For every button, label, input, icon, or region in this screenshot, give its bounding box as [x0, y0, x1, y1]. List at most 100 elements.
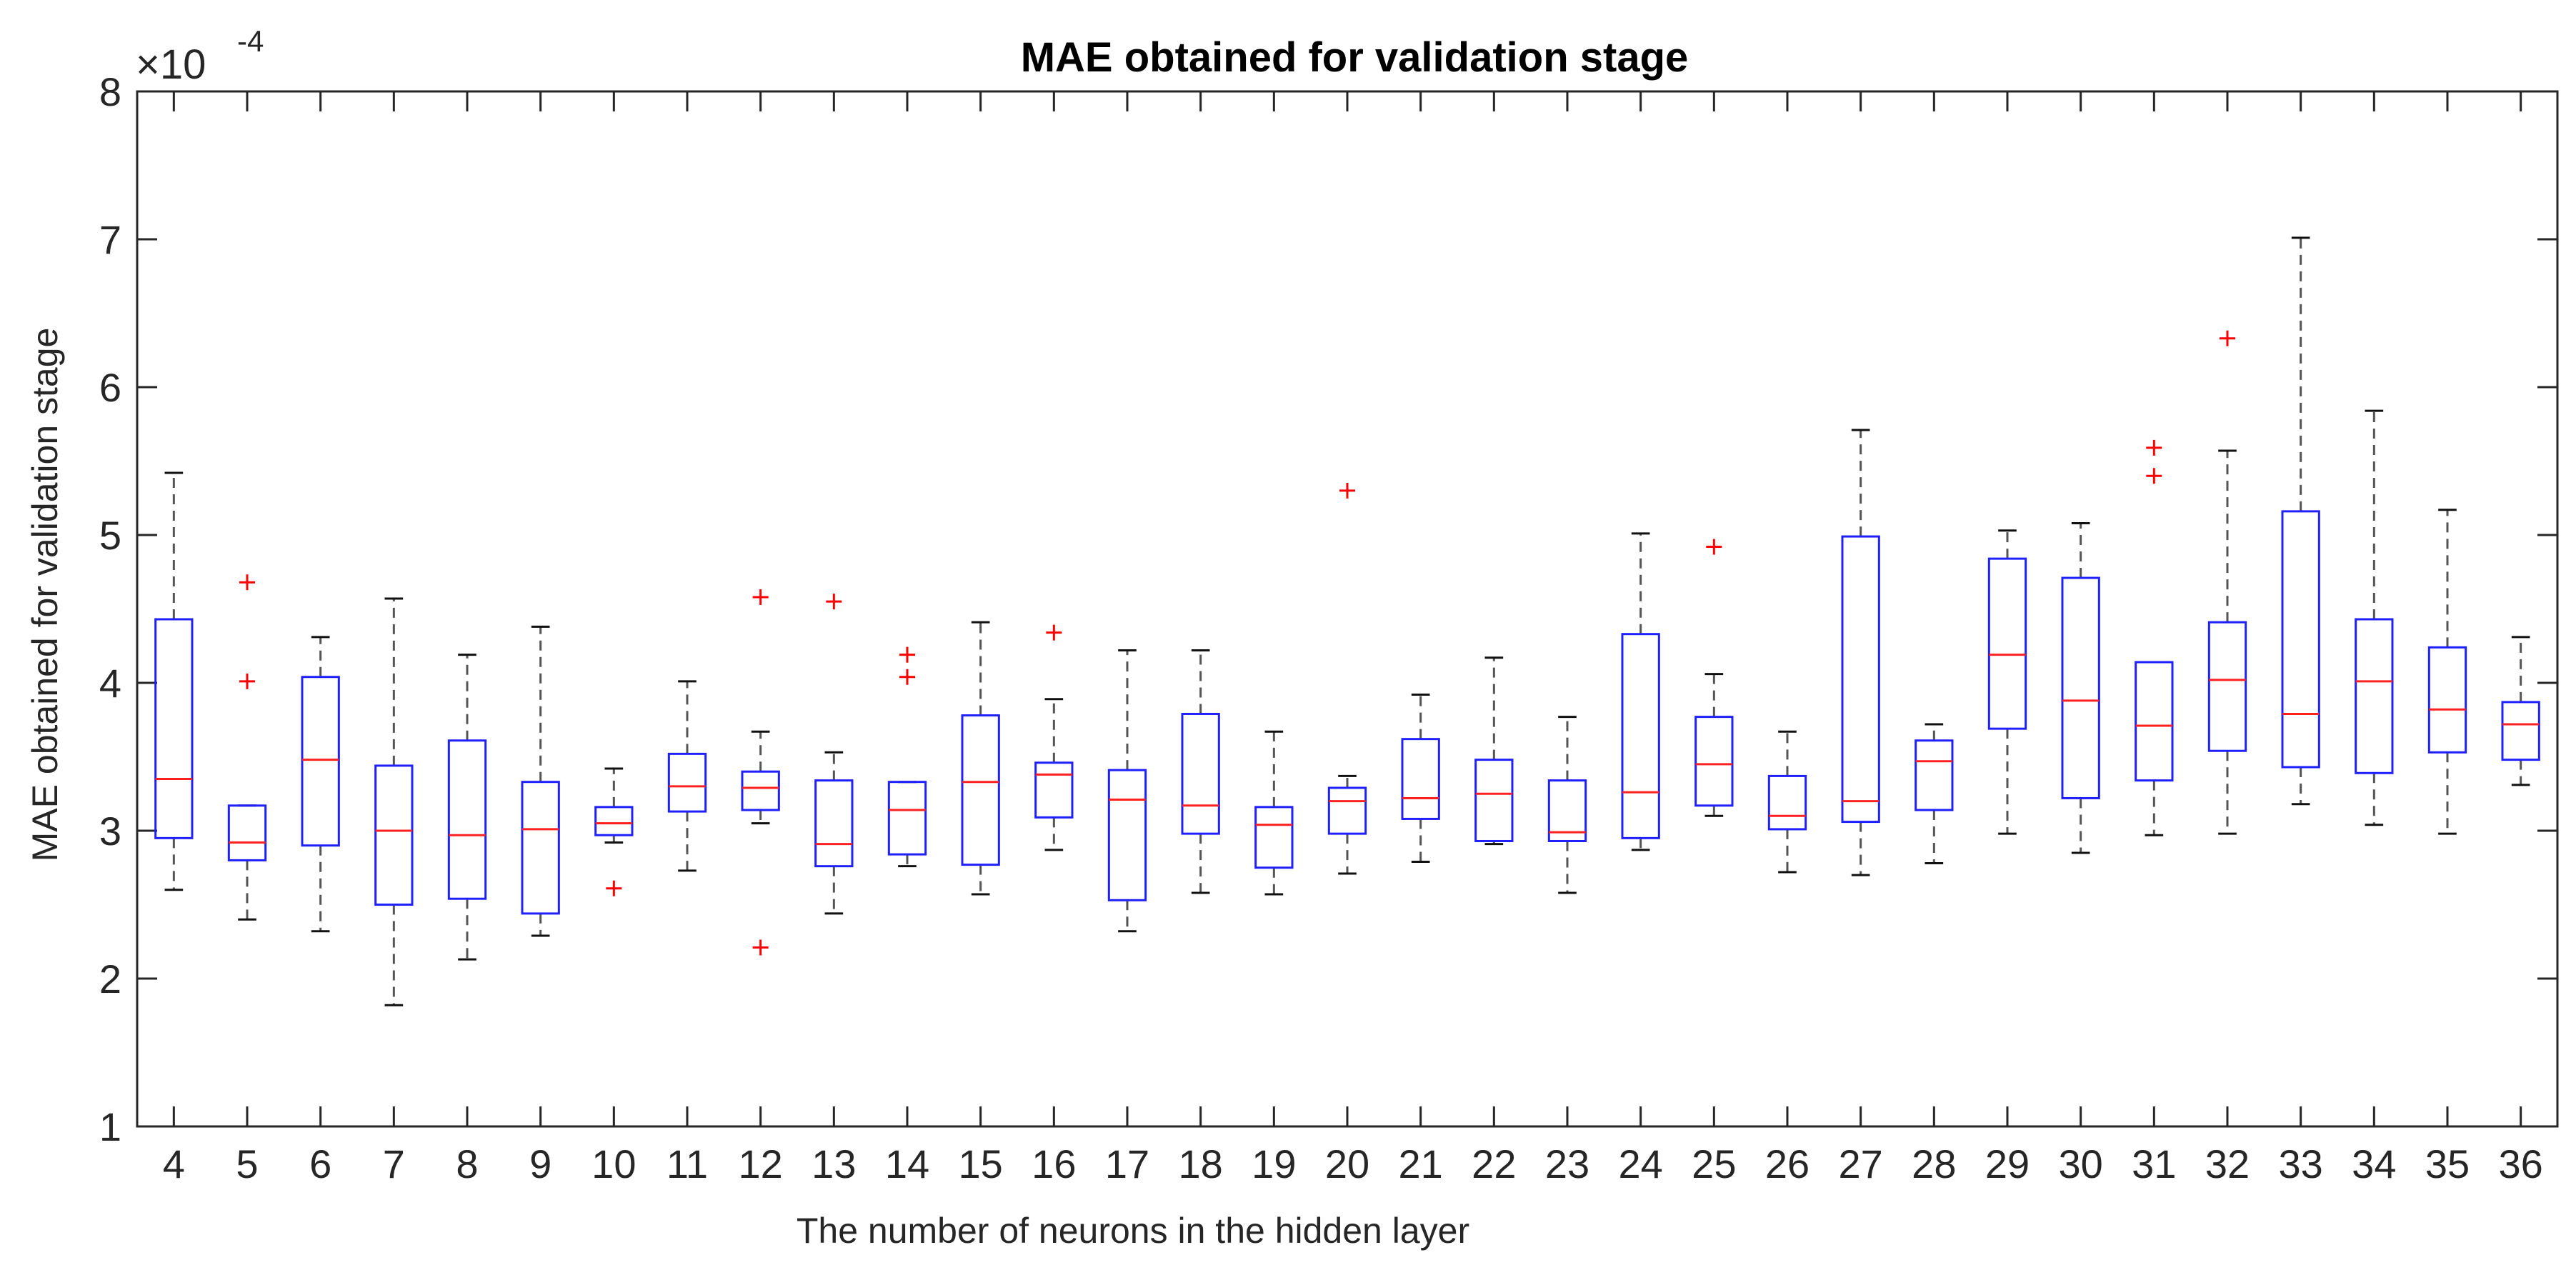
x-tick-label: 24 — [1619, 1141, 1663, 1186]
x-tick-label: 25 — [1692, 1141, 1736, 1186]
iqr-box — [814, 779, 854, 868]
outlier-point — [899, 646, 915, 663]
x-tick-label: 28 — [1912, 1141, 1956, 1186]
box-9 — [521, 625, 560, 937]
iqr-box — [887, 781, 927, 856]
box-21 — [1401, 694, 1440, 863]
x-tick-label: 5 — [236, 1141, 258, 1186]
x-tick-label: 20 — [1325, 1141, 1369, 1186]
box-26 — [1767, 730, 1807, 874]
iqr-box — [594, 806, 634, 836]
box-15 — [961, 621, 1000, 896]
box-8 — [447, 654, 487, 961]
x-tick-label: 31 — [2132, 1141, 2176, 1186]
y-tick-label: 8 — [99, 69, 121, 114]
iqr-box — [1107, 769, 1147, 901]
box-6 — [301, 636, 340, 933]
iqr-box — [1034, 761, 1074, 819]
x-axis-label: The number of neurons in the hidden laye… — [797, 1211, 1469, 1251]
iqr-box — [1914, 739, 1954, 811]
iqr-box — [2281, 510, 2320, 769]
x-tick-label: 6 — [309, 1141, 331, 1186]
iqr-box — [2355, 618, 2394, 774]
box-28 — [1914, 723, 1954, 865]
box-11 — [667, 680, 707, 872]
box-29 — [1987, 529, 2027, 835]
x-tick-label: 35 — [2425, 1141, 2470, 1186]
x-tick-label: 10 — [591, 1141, 636, 1186]
plot-area — [136, 90, 2559, 1128]
box-17 — [1107, 649, 1147, 933]
chart-title: MAE obtained for validation stage — [1021, 34, 1689, 81]
outlier-point — [239, 574, 255, 591]
x-tick-label: 32 — [2205, 1141, 2250, 1186]
box-12 — [741, 589, 780, 956]
y-tick-label: 2 — [99, 956, 121, 1001]
box-33 — [2281, 236, 2320, 806]
iqr-box — [2501, 701, 2540, 761]
y-axis-exponent-base: ×10 — [136, 41, 206, 88]
y-tick-label: 1 — [99, 1104, 121, 1149]
x-tick-label: 15 — [959, 1141, 1003, 1186]
y-axis-label: MAE obtained for validation stage — [25, 328, 65, 862]
iqr-box — [227, 804, 267, 861]
x-tick-label: 11 — [667, 1141, 708, 1186]
x-tick-label: 18 — [1179, 1141, 1223, 1186]
y-axis: 1 2 3 4 5 6 7 8 — [99, 69, 2557, 1149]
y-tick-label: 4 — [99, 661, 121, 706]
iqr-box — [1621, 633, 1660, 839]
box-22 — [1474, 656, 1514, 846]
y-tick-label: 7 — [99, 217, 121, 262]
box-19 — [1254, 730, 1294, 896]
outlier-point — [2146, 439, 2162, 456]
box-36 — [2501, 636, 2540, 786]
x-tick-label: 8 — [456, 1141, 478, 1186]
x-tick-label: 29 — [1985, 1141, 2030, 1186]
box-30 — [2061, 521, 2100, 854]
x-tick-label: 13 — [812, 1141, 856, 1186]
box-4 — [154, 471, 194, 891]
iqr-box — [1841, 535, 1880, 824]
box-34 — [2355, 409, 2394, 826]
x-tick-label: 14 — [885, 1141, 929, 1186]
x-tick-label: 17 — [1105, 1141, 1149, 1186]
iqr-box — [521, 781, 560, 915]
x-tick-label: 34 — [2352, 1141, 2396, 1186]
outlier-point — [752, 939, 769, 956]
outlier-point — [2146, 468, 2162, 484]
y-tick-label: 6 — [99, 365, 121, 410]
x-tick-label: 4 — [163, 1141, 185, 1186]
x-tick-label: 12 — [739, 1141, 783, 1186]
box-10 — [594, 767, 634, 896]
iqr-box — [2207, 621, 2247, 752]
iqr-box — [1474, 759, 1514, 842]
iqr-box — [374, 764, 414, 906]
x-tick-label: 9 — [529, 1141, 551, 1186]
iqr-box — [301, 676, 340, 847]
outlier-point — [1706, 539, 1722, 555]
outlier-point — [239, 673, 255, 689]
x-tick-label: 26 — [1765, 1141, 1809, 1186]
iqr-box — [2135, 661, 2174, 782]
iqr-box — [154, 618, 194, 839]
x-tick-label: 21 — [1399, 1141, 1443, 1186]
outlier-point — [899, 669, 915, 685]
box-31 — [2135, 439, 2174, 836]
box-13 — [814, 594, 854, 915]
outlier-point — [2220, 330, 2235, 346]
iqr-box — [1327, 786, 1367, 835]
box-20 — [1327, 482, 1367, 875]
box-5 — [227, 574, 267, 921]
box-18 — [1181, 649, 1220, 894]
x-tick-label: 36 — [2499, 1141, 2543, 1186]
outlier-point — [826, 594, 842, 610]
box-16 — [1034, 624, 1074, 851]
iqr-box — [1767, 774, 1807, 831]
box-35 — [2427, 509, 2467, 835]
outlier-point — [1339, 482, 1355, 499]
iqr-box — [2061, 576, 2100, 799]
x-tick-label: 7 — [383, 1141, 405, 1186]
box-23 — [1547, 716, 1587, 894]
iqr-box — [1987, 557, 2027, 730]
box-7 — [374, 597, 414, 1006]
